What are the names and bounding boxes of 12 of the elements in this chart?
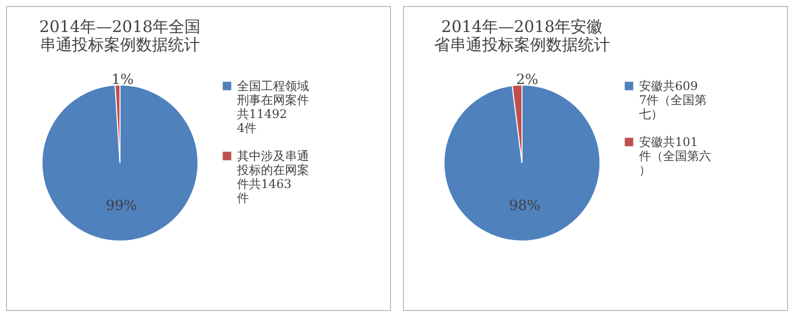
data-label: 2% xyxy=(516,72,538,88)
data-label: 98% xyxy=(509,198,540,214)
legend-label: 全国工程领域刑事在网案件共114924件 xyxy=(237,79,309,135)
pie-slice xyxy=(42,84,198,242)
legend-label: 安徽共101件（全国第六） xyxy=(639,135,711,177)
chart-title: 2014年—2018年全国串通投标案例数据统计 xyxy=(39,17,201,54)
pie-slice xyxy=(444,84,600,242)
legend-label: 安徽共6097件（全国第七） xyxy=(639,79,707,121)
chart-title: 2014年—2018年安徽省串通投标案例数据统计 xyxy=(434,17,610,54)
legend-label: 其中涉及串通投标的在网案件共1463件 xyxy=(236,149,309,205)
data-label: 99% xyxy=(106,198,137,214)
data-label: 1% xyxy=(112,72,134,88)
